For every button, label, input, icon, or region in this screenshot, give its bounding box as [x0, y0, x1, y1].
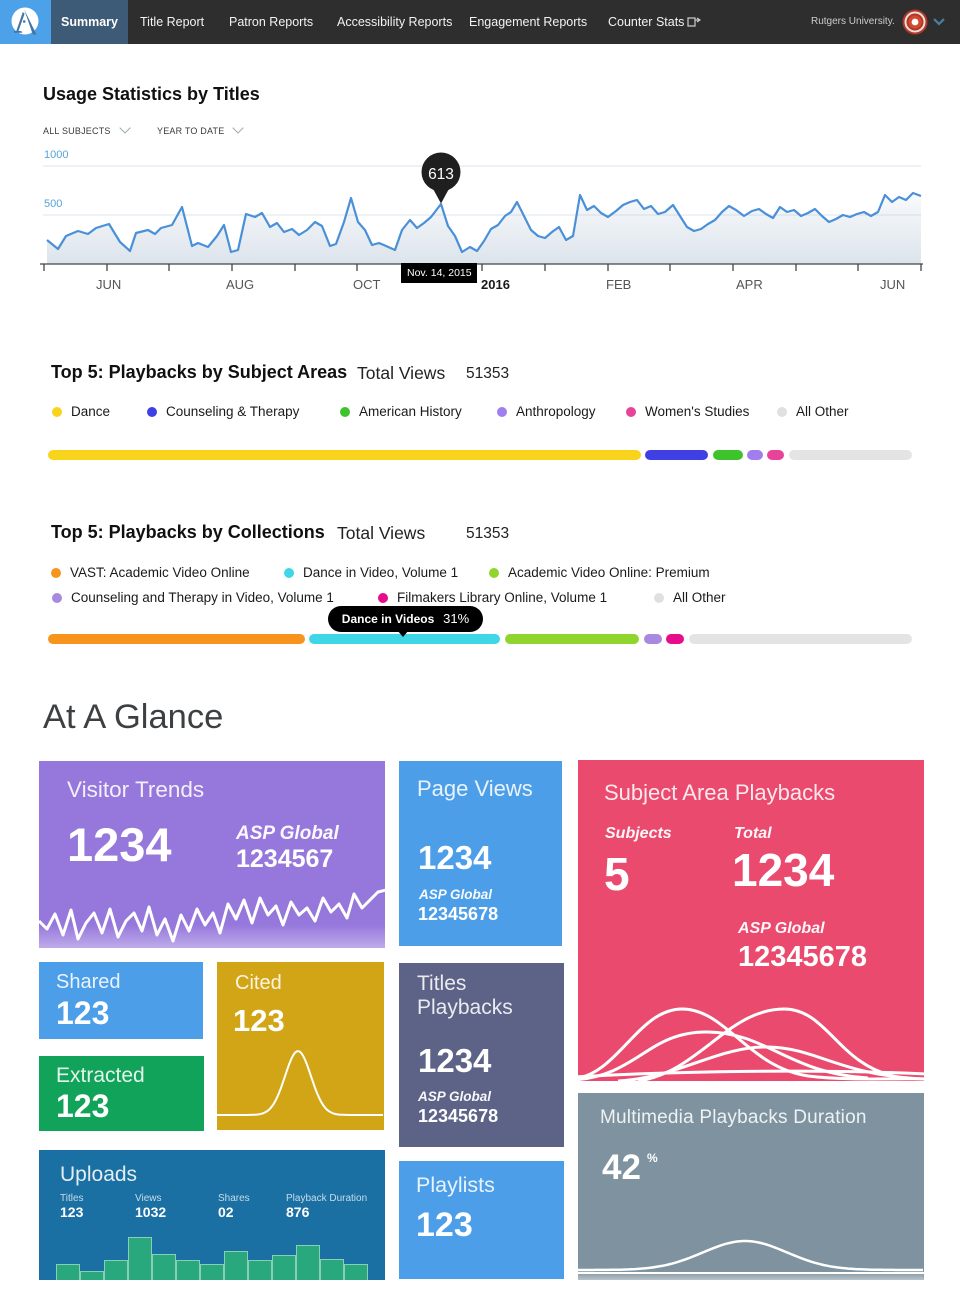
svg-text:613: 613	[428, 166, 454, 183]
